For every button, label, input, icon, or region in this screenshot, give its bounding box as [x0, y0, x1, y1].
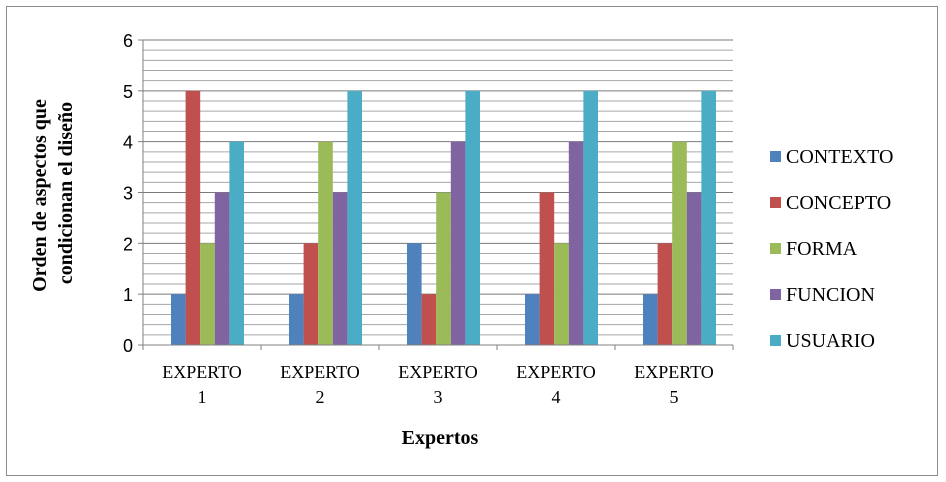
legend-swatch-concepto: [770, 197, 781, 208]
legend-swatch-forma: [770, 243, 781, 254]
bar-funcion: [568, 141, 584, 345]
y-tick-labels: 0 1 2 3 4 5 6: [123, 31, 133, 356]
x-tick-label-line: 2: [316, 387, 325, 407]
legend: CONTEXTO CONCEPTO FORMA FUNCION USUARIO: [770, 146, 893, 352]
y-tick-label: 2: [123, 234, 133, 254]
bar-forma: [554, 243, 569, 345]
legend-label-usuario: USUARIO: [786, 330, 875, 352]
bar-funcion: [450, 141, 466, 345]
y-tick-label: 3: [123, 184, 133, 204]
x-tick-label-line: 1: [198, 387, 207, 407]
bar-usuario: [465, 90, 480, 345]
axes: [138, 39, 734, 350]
bar-contexto: [407, 243, 422, 345]
legend-label-concepto: CONCEPTO: [786, 192, 891, 214]
x-tick-label: EXPERTO 2: [280, 362, 360, 407]
legend-swatch-usuario: [770, 335, 781, 346]
y-tick-label: 0: [123, 336, 133, 356]
x-tick-label-line: EXPERTO: [516, 362, 596, 382]
x-tick-label-line: 3: [434, 387, 443, 407]
y-tick-label: 6: [123, 31, 133, 51]
legend-label-forma: FORMA: [786, 238, 858, 260]
bar-contexto: [525, 294, 540, 345]
bar-concepto: [657, 243, 673, 345]
bar-concepto: [421, 294, 437, 345]
y-tick-label: 4: [123, 133, 133, 153]
x-tick-label-line: EXPERTO: [398, 362, 478, 382]
y-tick-label: 1: [123, 285, 133, 305]
bar-funcion: [686, 192, 702, 345]
bar-usuario: [701, 90, 716, 345]
x-tick-label: EXPERTO 4: [516, 362, 596, 407]
legend-label-funcion: FUNCION: [786, 284, 875, 306]
y-axis-title-line-2: condicionan el diseño: [55, 102, 77, 284]
x-tick-label-line: EXPERTO: [162, 362, 242, 382]
x-tick-label-line: EXPERTO: [634, 362, 714, 382]
legend-label-contexto: CONTEXTO: [786, 146, 893, 168]
x-tick-label-line: 4: [552, 387, 561, 407]
x-tick-label: EXPERTO 3: [398, 362, 478, 407]
bar-forma: [436, 192, 451, 345]
x-tick-label-line: 5: [670, 387, 679, 407]
legend-swatch-contexto: [770, 151, 781, 162]
y-tick-label: 5: [123, 82, 133, 102]
bar-concepto: [539, 192, 555, 345]
bar-forma: [318, 141, 333, 345]
bar-forma: [200, 243, 215, 345]
legend-swatch-funcion: [770, 289, 781, 300]
bar-concepto: [185, 90, 201, 345]
bar-usuario: [583, 90, 598, 345]
y-axis-title: Orden de aspectos que condicionan el dis…: [29, 94, 77, 292]
x-tick-labels: EXPERTO 1 EXPERTO 2 EXPERTO 3 EXPERTO 4 EXPERTO 5: [162, 362, 714, 407]
x-tick-label: EXPERTO 1: [162, 362, 242, 407]
bar-contexto: [289, 294, 304, 345]
bar-forma: [672, 141, 687, 345]
bar-usuario: [347, 90, 362, 345]
bar-usuario: [229, 141, 244, 345]
bars: [171, 90, 716, 345]
bar-concepto: [303, 243, 319, 345]
bar-contexto: [171, 294, 186, 345]
bar-funcion: [332, 192, 348, 345]
x-tick-label: EXPERTO 5: [634, 362, 714, 407]
x-axis-title: Expertos: [402, 427, 479, 449]
y-axis-title-line-1: Orden de aspectos que: [29, 99, 51, 292]
bar-contexto: [643, 294, 658, 345]
bar-funcion: [214, 192, 230, 345]
x-tick-label-line: EXPERTO: [280, 362, 360, 382]
